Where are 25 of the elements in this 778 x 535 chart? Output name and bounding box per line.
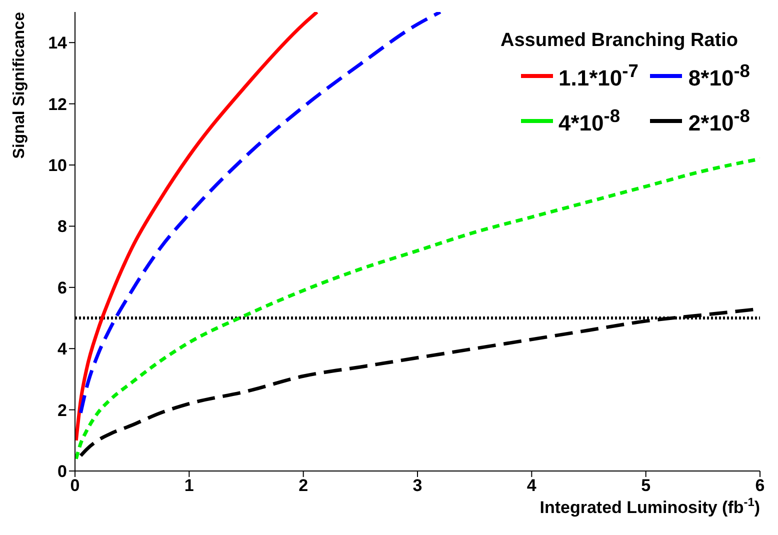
x-tick-label: 3 (412, 476, 422, 496)
x-tick-label: 4 (526, 476, 537, 496)
y-tick-label: 10 (48, 156, 67, 176)
y-tick-label: 14 (48, 34, 68, 53)
y-tick-label: 2 (58, 400, 67, 420)
legend-label: 4*10$^{-8}$ (558, 105, 620, 137)
line-series (75, 157, 760, 461)
y-axis-title: Signal Significance (11, 12, 28, 159)
line-series (75, 12, 319, 442)
y-tick-label: 4 (58, 340, 68, 359)
legend-label: 1.1*10$^{-7}$ (558, 60, 638, 92)
legend-title: Assumed Branching Ratio (500, 30, 740, 52)
x-tick-label: 1 (184, 476, 194, 496)
y-tick-label: 8 (58, 217, 67, 236)
y-tick-label: 6 (58, 278, 67, 298)
line-series (78, 12, 442, 415)
legend-label: 8*10$^{-8}$ (688, 60, 750, 92)
x-tick-label: 6 (755, 476, 765, 496)
y-tick-label: 12 (48, 94, 67, 114)
x-tick-label: 5 (641, 476, 651, 496)
y-tick-label: 0 (58, 462, 67, 482)
x-tick-label: 2 (298, 476, 308, 496)
x-tick-label: 0 (70, 476, 80, 496)
legend-label: 2*10$^{-8}$ (688, 105, 750, 137)
x-axis-title: Integrated Luminosity (fb$^{-1}$) (540, 495, 760, 517)
